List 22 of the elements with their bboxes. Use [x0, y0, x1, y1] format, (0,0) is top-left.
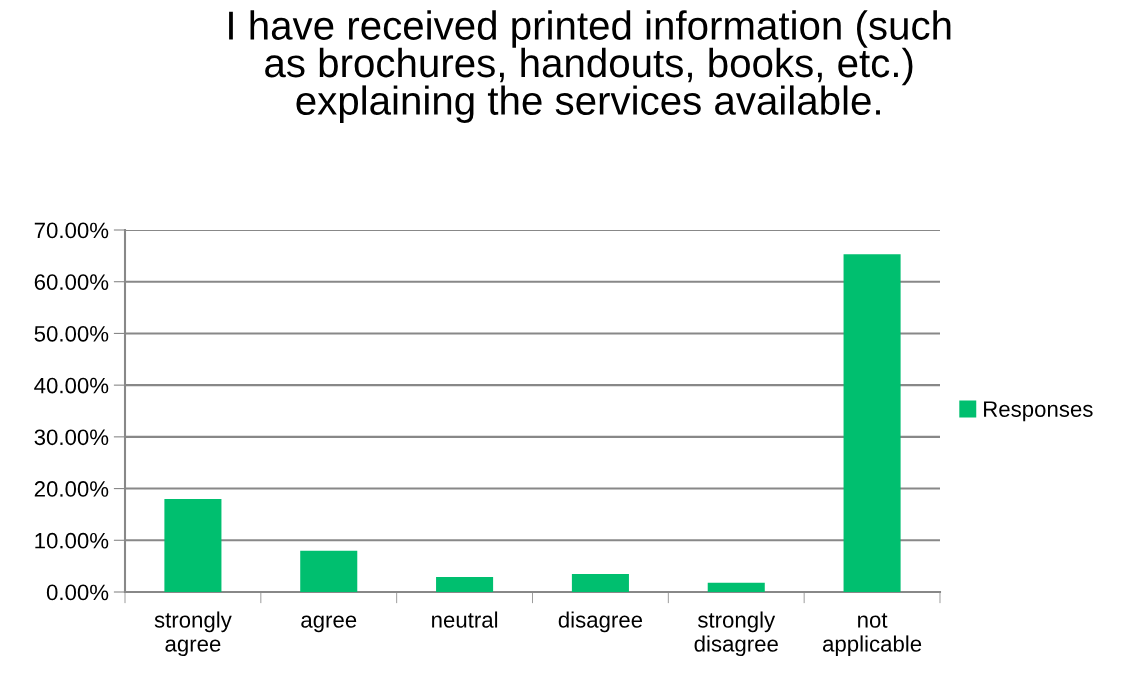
bar	[436, 577, 494, 592]
legend-label: Responses	[984, 401, 1093, 422]
y-tick-label: 20.00%	[34, 481, 109, 497]
x-tick-label: strongly disagree	[694, 611, 778, 657]
y-tick-label: 70.00%	[34, 222, 109, 239]
x-tick-label: agree	[301, 615, 357, 633]
x-tick-label: not applicable	[822, 613, 922, 657]
y-tick-label: 10.00%	[35, 532, 109, 549]
bar	[571, 573, 629, 592]
y-tick-label: 30.00%	[34, 429, 109, 446]
bar	[300, 550, 358, 592]
bar	[843, 254, 901, 592]
y-tick-label: 50.00%	[34, 325, 109, 342]
x-tick-label: neutral	[432, 611, 498, 628]
bar	[164, 498, 222, 592]
x-tick-label: strongly agree	[154, 611, 232, 657]
y-tick-label: 40.00%	[34, 377, 109, 394]
x-tick-label: disagree	[558, 611, 643, 633]
y-tick-label: 60.00%	[34, 274, 109, 290]
y-tick-label: 0.00%	[46, 584, 109, 601]
bar	[707, 582, 765, 592]
chart-title: I have received printed information (such as brochures, handouts, books, etc.) explaining the services available.	[229, 10, 951, 123]
